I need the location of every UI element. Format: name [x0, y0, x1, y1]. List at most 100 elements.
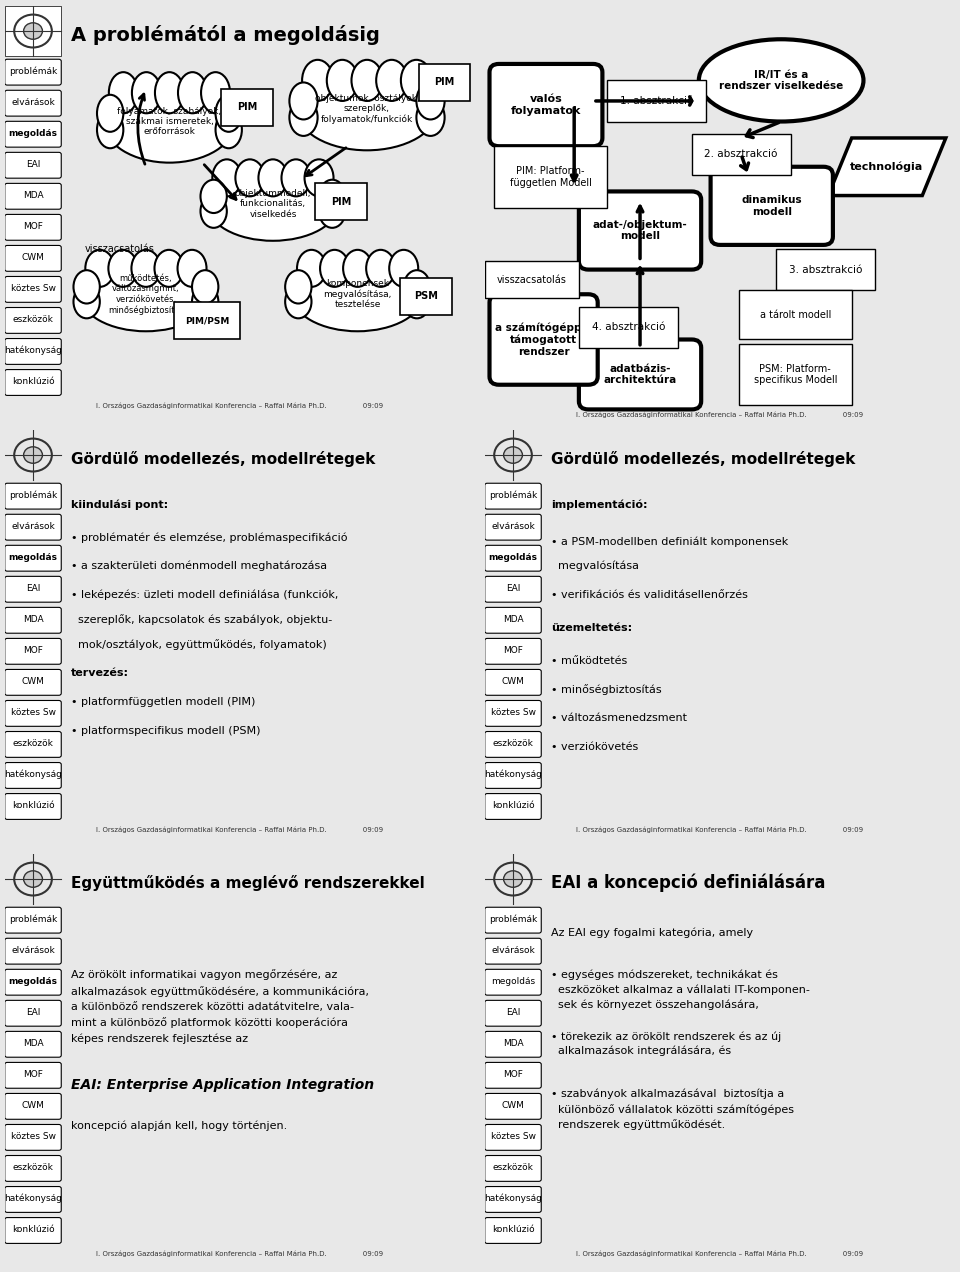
Text: CWM: CWM [21, 1102, 44, 1110]
FancyBboxPatch shape [777, 249, 876, 290]
Ellipse shape [85, 249, 114, 287]
FancyBboxPatch shape [485, 483, 541, 509]
Ellipse shape [297, 249, 326, 287]
Text: objektumok, osztályok,
szereplők,
folyamatok/funkciók: objektumok, osztályok, szereplők, folyam… [315, 94, 420, 125]
FancyBboxPatch shape [5, 308, 61, 333]
Ellipse shape [201, 179, 227, 212]
Text: MDA: MDA [23, 1039, 43, 1048]
FancyBboxPatch shape [5, 1062, 61, 1089]
FancyBboxPatch shape [5, 1217, 61, 1244]
Text: hatékonyság: hatékonyság [4, 770, 62, 780]
Ellipse shape [699, 39, 863, 122]
FancyBboxPatch shape [692, 134, 791, 176]
FancyBboxPatch shape [5, 1032, 61, 1057]
Ellipse shape [97, 111, 123, 149]
FancyBboxPatch shape [607, 80, 706, 122]
Text: eszközök: eszközök [12, 1163, 54, 1172]
Text: I. Országos Gazdaságinformatikai Konferencia – Raffai Mária Ph.D.               : I. Országos Gazdaságinformatikai Konfere… [576, 827, 864, 833]
FancyBboxPatch shape [485, 576, 541, 602]
FancyBboxPatch shape [5, 183, 61, 209]
Text: hatékonyság: hatékonyság [484, 770, 542, 780]
Text: eszközök: eszközök [12, 739, 54, 748]
Ellipse shape [304, 159, 333, 196]
Text: MOF: MOF [23, 646, 43, 655]
Ellipse shape [417, 99, 444, 136]
Text: • minőségbiztosítás: • minőségbiztosítás [551, 684, 661, 695]
FancyBboxPatch shape [485, 546, 541, 571]
Ellipse shape [326, 60, 358, 100]
FancyBboxPatch shape [710, 167, 833, 245]
Text: MOF: MOF [503, 646, 523, 655]
Ellipse shape [216, 95, 242, 132]
FancyBboxPatch shape [221, 89, 273, 126]
Text: objektummodell,
funkcionalitás,
viselkedés: objektummodell, funkcionalitás, viselked… [234, 188, 311, 219]
Ellipse shape [132, 249, 160, 287]
FancyBboxPatch shape [485, 1124, 541, 1150]
Text: MDA: MDA [23, 614, 43, 623]
Text: 2. absztrakció: 2. absztrakció [705, 149, 778, 159]
Text: megoldás: megoldás [9, 977, 58, 986]
Text: koncepció alapján kell, hogy történjen.: koncepció alapján kell, hogy történjen. [71, 1121, 287, 1131]
Text: konklúzió: konklúzió [12, 1225, 55, 1234]
Text: megvalósítása: megvalósítása [551, 561, 638, 571]
FancyBboxPatch shape [579, 191, 701, 270]
FancyBboxPatch shape [485, 1155, 541, 1182]
Text: PIM: PIM [331, 197, 351, 207]
Ellipse shape [297, 67, 438, 150]
Text: problémák: problémák [9, 66, 58, 76]
Text: visszacsatolás: visszacsatolás [497, 275, 566, 285]
Text: 4. absztrakció: 4. absztrakció [591, 322, 665, 332]
FancyBboxPatch shape [5, 121, 61, 148]
Ellipse shape [192, 270, 218, 304]
Text: Gördülő modellezés, modellrétegek: Gördülő modellezés, modellrétegek [71, 452, 375, 467]
Text: 3. absztrakció: 3. absztrakció [789, 265, 862, 275]
Text: köztes Sw: köztes Sw [491, 1132, 536, 1141]
Text: • platformfüggetlen modell (PIM): • platformfüggetlen modell (PIM) [71, 697, 255, 707]
FancyBboxPatch shape [5, 669, 61, 696]
FancyBboxPatch shape [5, 483, 61, 509]
Ellipse shape [97, 95, 123, 132]
FancyBboxPatch shape [5, 939, 61, 964]
Text: PIM: Platform-
független Modell: PIM: Platform- független Modell [510, 167, 591, 188]
Ellipse shape [132, 73, 161, 113]
Text: működtetés,
változásmgmnt,
verziókövetés,
minőségbiztosítás: működtetés, változásmgmnt, verziókövetés… [108, 273, 184, 314]
Ellipse shape [178, 73, 207, 113]
Text: konklúzió: konklúzió [12, 377, 55, 387]
Text: dinamikus
modell: dinamikus modell [741, 195, 802, 216]
Text: valós
folyamatok: valós folyamatok [511, 94, 581, 116]
Ellipse shape [155, 249, 183, 287]
Text: PIM/PSM: PIM/PSM [185, 317, 229, 326]
Text: MOF: MOF [503, 1070, 523, 1079]
FancyBboxPatch shape [5, 639, 61, 664]
Text: implementáció:: implementáció: [551, 499, 647, 510]
FancyBboxPatch shape [485, 939, 541, 964]
Text: A problémától a megoldásig: A problémától a megoldásig [71, 25, 379, 45]
Text: • a szakterületi doménmodell meghatározása: • a szakterületi doménmodell meghatározá… [71, 561, 326, 571]
Text: hatékonyság: hatékonyság [484, 1194, 542, 1203]
Ellipse shape [289, 83, 318, 120]
FancyBboxPatch shape [485, 261, 579, 299]
Text: megoldás: megoldás [9, 128, 58, 137]
Ellipse shape [155, 73, 184, 113]
Text: folyamatok, szabályok,
szakmai ismeretek,
erőforrások: folyamatok, szabályok, szakmai ismeretek… [117, 107, 222, 136]
Text: PSM: PSM [414, 291, 438, 301]
Text: EAI: EAI [506, 584, 520, 593]
Text: CWM: CWM [501, 1102, 524, 1110]
Text: problémák: problémák [9, 915, 58, 923]
Text: • szabványok alkalmazásával  biztosítja a
  különböző vállalatok közötti számító: • szabványok alkalmazásával biztosítja a… [551, 1089, 794, 1131]
Text: EAI: EAI [26, 584, 40, 593]
Text: IR/IT és a
rendszer viselkedése: IR/IT és a rendszer viselkedése [719, 70, 843, 92]
Ellipse shape [343, 249, 372, 287]
FancyBboxPatch shape [315, 183, 367, 220]
Text: konklúzió: konklúzió [492, 801, 535, 810]
Text: CWM: CWM [501, 677, 524, 686]
Text: üzemeltetés:: üzemeltetés: [551, 623, 632, 632]
Text: Gördülő modellezés, modellrétegek: Gördülő modellezés, modellrétegek [551, 452, 855, 467]
Text: köztes Sw: köztes Sw [11, 284, 56, 293]
FancyBboxPatch shape [5, 514, 61, 541]
FancyBboxPatch shape [5, 576, 61, 602]
Text: tervezés:: tervezés: [71, 668, 129, 678]
Ellipse shape [104, 80, 235, 163]
Ellipse shape [404, 285, 430, 318]
Ellipse shape [389, 249, 419, 287]
